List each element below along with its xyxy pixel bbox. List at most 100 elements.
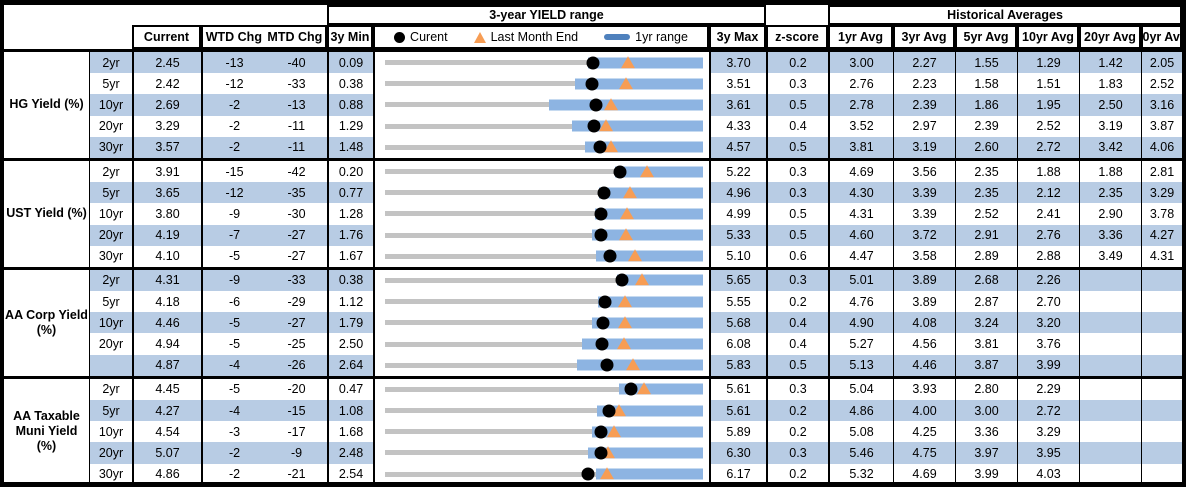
cell-zscore: 0.2 — [766, 52, 828, 74]
cell-avg-3: 2.41 — [1017, 203, 1079, 225]
cell-mtd-chg: -15 — [266, 400, 327, 422]
cell-mtd-chg: -11 — [266, 136, 327, 158]
cell-3y-min: 0.09 — [327, 52, 373, 74]
bar-1yr-range — [595, 208, 703, 220]
cell-3y-min: 1.67 — [327, 245, 373, 267]
cell-mtd-chg: -30 — [287, 206, 306, 221]
cell-avg-5: 3.29 — [1141, 182, 1182, 204]
cell-avg-2: 1.55 — [955, 52, 1017, 74]
cell-avg-0: 5.13 — [828, 354, 893, 376]
range-bar-icon — [604, 34, 631, 40]
cell-avg-3: 2.70 — [1017, 291, 1079, 313]
cell-avg-5 — [1141, 400, 1182, 422]
cell-avg-2: 3.99 — [955, 463, 1017, 482]
cell-avg-1: 4.00 — [893, 400, 955, 422]
cell-avg-2: 2.39 — [955, 115, 1017, 137]
bar-1yr-range — [598, 296, 703, 308]
last-month-end-marker — [619, 207, 634, 220]
cell-zscore: 0.2 — [766, 463, 828, 482]
last-month-end-marker — [639, 164, 654, 177]
col-header-3y-max: 3y Max — [709, 25, 766, 49]
cell-avg-3: 3.29 — [1017, 421, 1079, 443]
group-label-line: UST Yield (%) — [6, 206, 87, 221]
legend-item-current: Curent — [394, 30, 448, 44]
range-chart-cell — [373, 442, 709, 464]
cell-3y-min: 0.77 — [327, 182, 373, 204]
cell-avg-4: 3.49 — [1079, 245, 1141, 267]
last-month-end-marker — [618, 316, 633, 329]
cell-avg-5: 4.27 — [1141, 224, 1182, 246]
range-chart-cell — [373, 312, 709, 334]
header-spacer-labels — [4, 25, 132, 49]
tenor-label: 30yr — [89, 245, 132, 267]
cell-avg-3: 2.72 — [1017, 136, 1079, 158]
current-marker — [594, 425, 608, 439]
range-chart-cell — [373, 115, 709, 137]
cell-current: 2.69 — [132, 94, 201, 116]
cell-current: 2.42 — [132, 73, 201, 95]
cell-avg-3: 2.12 — [1017, 182, 1079, 204]
cell-avg-1: 4.25 — [893, 421, 955, 443]
cell-3y-min: 1.08 — [327, 400, 373, 422]
cell-mtd-chg: -35 — [266, 182, 327, 204]
current-marker — [586, 56, 600, 70]
cell-mtd-chg: -17 — [287, 424, 306, 439]
cell-avg-0: 4.90 — [828, 312, 893, 334]
bar-1yr-range — [599, 187, 703, 199]
cell-avg-3: 4.03 — [1017, 463, 1079, 482]
cell-current: 4.31 — [132, 269, 201, 292]
last-month-end-marker — [618, 77, 633, 90]
cell-avg-0: 4.69 — [828, 160, 893, 183]
cell-mtd-chg: -21 — [287, 467, 306, 482]
cell-mtd-chg: -40 — [266, 52, 327, 74]
col-header-mtd-chg: MTD Chg — [267, 30, 323, 44]
tenor-label — [89, 354, 132, 376]
range-chart-cell — [373, 94, 709, 116]
cell-avg-1: 3.56 — [893, 160, 955, 183]
bar-1yr-range — [572, 120, 703, 132]
group-label: AA Corp Yield (%) — [4, 269, 89, 376]
cell-avg-4: 1.88 — [1079, 160, 1141, 183]
legend-item-last-month: Last Month End — [473, 30, 578, 44]
last-month-end-marker — [598, 119, 613, 132]
cell-current: 4.18 — [132, 291, 201, 313]
group-label-line: Muni Yield — [15, 424, 78, 439]
cell-3y-min: 2.50 — [327, 333, 373, 355]
cell-avg-4 — [1079, 378, 1141, 400]
cell-wtd-chg: -2 — [201, 136, 266, 158]
cell-zscore: 0.2 — [766, 400, 828, 422]
cell-3y-max: 4.99 — [709, 203, 766, 225]
cell-zscore: 0.2 — [766, 291, 828, 313]
track-3y-range — [385, 337, 703, 351]
cell-avg-1: 4.56 — [893, 333, 955, 355]
cell-avg-0: 3.00 — [828, 52, 893, 74]
cell-avg-5: 4.06 — [1141, 136, 1182, 158]
cell-3y-min: 1.68 — [327, 421, 373, 443]
range-chart-cell — [373, 378, 709, 400]
current-marker — [613, 165, 627, 179]
track-3y-range — [385, 119, 703, 133]
header-spacer-left — [4, 5, 327, 25]
cell-avg-0: 5.01 — [828, 269, 893, 292]
cell-3y-max: 5.22 — [709, 160, 766, 183]
cell-zscore: 0.6 — [766, 245, 828, 267]
tenor-label: 5yr — [89, 182, 132, 204]
current-marker — [602, 404, 616, 418]
cell-zscore: 0.4 — [766, 115, 828, 137]
header-row-titles: 3-year YIELD range Historical Averages — [4, 5, 1182, 25]
cell-mtd-chg: -27 — [266, 224, 327, 246]
group-label-line: AA Corp Yield — [5, 307, 88, 322]
current-marker — [598, 295, 612, 309]
col-header-wtd-chg: WTD Chg — [205, 30, 262, 44]
cell-avg-5: 2.81 — [1141, 160, 1182, 183]
cell-avg-4: 3.36 — [1079, 224, 1141, 246]
cell-3y-max: 4.57 — [709, 136, 766, 158]
legend-item-1yr-range: 1yr range — [604, 30, 688, 44]
tenor-label: 10yr — [89, 312, 132, 334]
section-grid: HG Yield (%) 2yr 2.45 -13 -40 0.09 3.70 0.2 3.00… — [4, 52, 1182, 158]
cell-current: 4.54 — [132, 421, 201, 443]
cell-avg-0: 4.30 — [828, 182, 893, 204]
cell-3y-max: 3.70 — [709, 52, 766, 74]
cell-zscore: 0.3 — [766, 160, 828, 183]
cell-avg-2: 3.81 — [955, 333, 1017, 355]
